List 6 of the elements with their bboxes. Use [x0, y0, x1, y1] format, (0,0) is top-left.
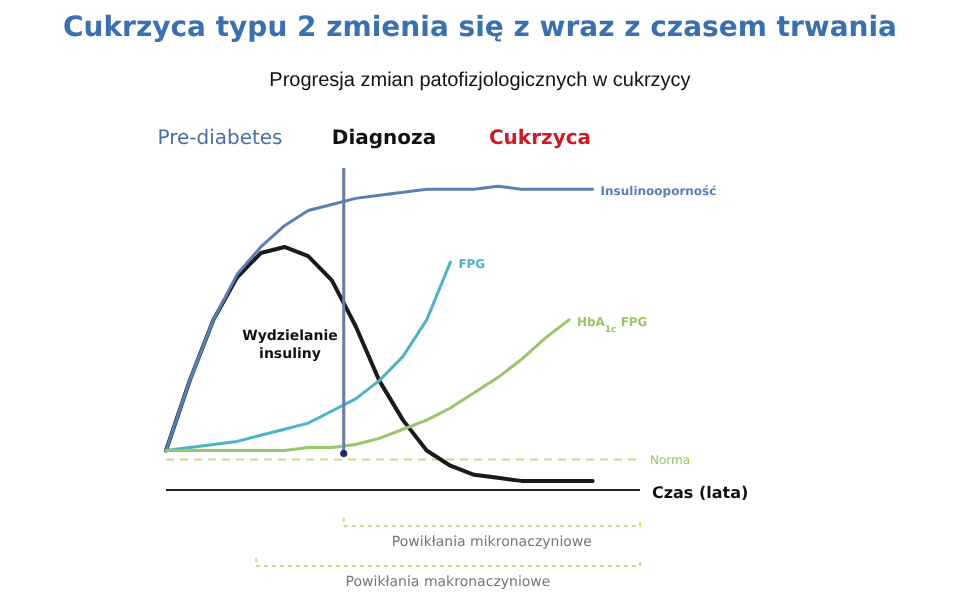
x-axis-title: Czas (lata)	[652, 484, 749, 502]
text: Cukrzyca	[488, 128, 592, 150]
chart-subtitle: Progresja zmian patofizjologicznych w cukrzycy	[267, 70, 693, 92]
chart-title: Cukrzyca typu 2 zmienia się z wraz z czasem trwania	[61, 12, 899, 44]
text: Pre-diabetes	[157, 128, 283, 150]
text: Diagnoza	[331, 128, 437, 150]
